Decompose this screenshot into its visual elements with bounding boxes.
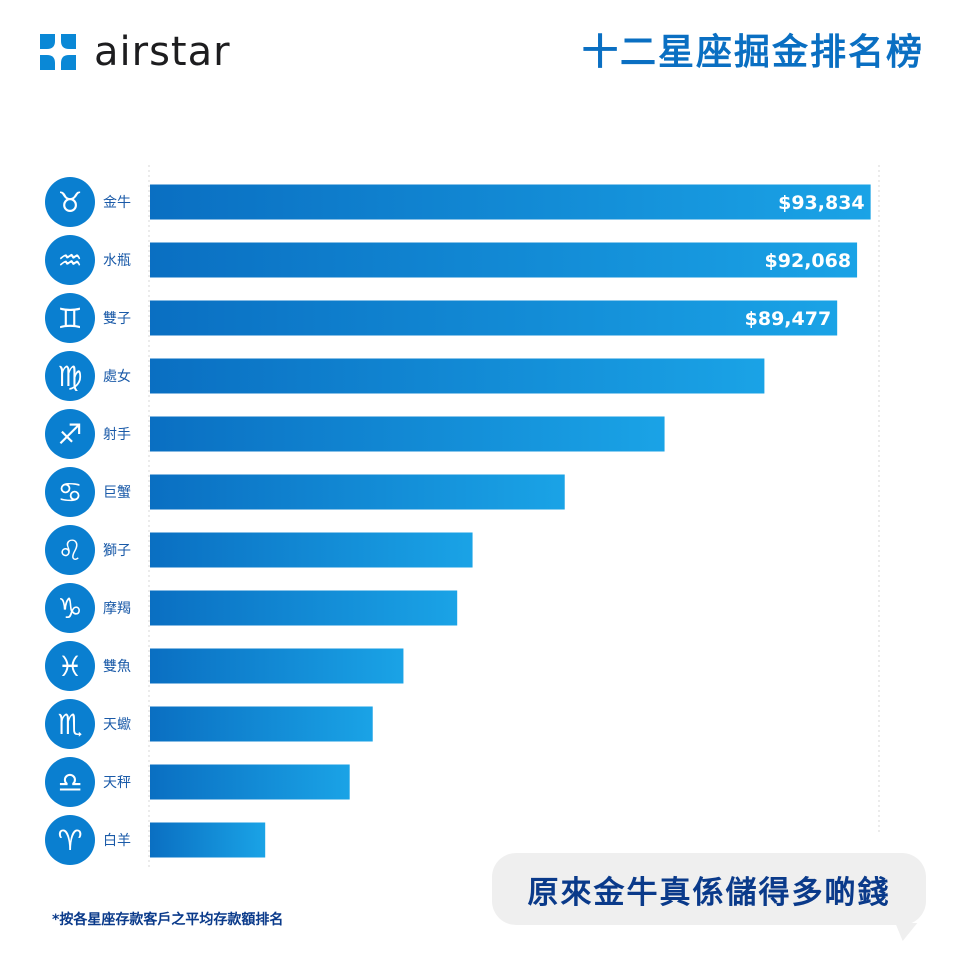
bar-row-2: ♒ 水瓶 $92,068 [45, 235, 858, 285]
bar-row-8: ♑ 摩羯 [45, 583, 458, 633]
bar-row-3: ♊ 雙子 $89,477 [45, 293, 838, 343]
bar [150, 416, 665, 452]
footnote: *按各星座存款客戶之平均存款額排名 [52, 912, 284, 928]
category-label: 金牛 [103, 195, 131, 211]
cancer-icon: ♋ [45, 467, 95, 517]
svg-text:♊: ♊ [57, 302, 82, 335]
callout-text: 原來金牛真係儲得多啲錢 [527, 874, 891, 911]
bar [150, 242, 858, 278]
svg-text:♈: ♈ [57, 824, 82, 857]
category-label: 天秤 [103, 775, 131, 791]
bar [150, 648, 404, 684]
virgo-icon: ♍ [45, 351, 95, 401]
category-label: 白羊 [103, 833, 131, 849]
page-title: 十二星座掘金排名榜 [581, 32, 924, 73]
svg-text:♏: ♏ [57, 708, 82, 741]
bar [150, 706, 373, 742]
svg-text:♍: ♍ [57, 360, 82, 393]
svg-text:♌: ♌ [57, 534, 82, 567]
data-label: $93,834 [778, 192, 865, 214]
data-label: $92,068 [765, 250, 852, 272]
bar-row-11: ♎ 天秤 [45, 757, 350, 807]
svg-text:♉: ♉ [57, 186, 82, 219]
brand-logo: airstar [38, 32, 231, 72]
bar [150, 300, 838, 336]
bar [150, 590, 458, 626]
category-label: 水瓶 [103, 253, 131, 269]
scorpio-icon: ♏ [45, 699, 95, 749]
category-label: 處女 [103, 368, 131, 385]
svg-text:♒: ♒ [57, 244, 82, 277]
data-label: $89,477 [745, 308, 832, 330]
category-label: 獅子 [103, 543, 131, 559]
taurus-icon: ♉ [45, 177, 95, 227]
bar [150, 764, 350, 800]
gemini-icon: ♊ [45, 293, 95, 343]
libra-icon: ♎ [45, 757, 95, 807]
bar-row-4: ♍ 處女 [45, 351, 765, 401]
category-label: 雙魚 [103, 659, 131, 675]
bar [150, 532, 473, 568]
capricorn-icon: ♑ [45, 583, 95, 633]
svg-text:♐: ♐ [57, 418, 82, 451]
category-label: 射手 [103, 427, 131, 443]
callout-bubble: 原來金牛真係儲得多啲錢 [492, 853, 926, 925]
sagittarius-icon: ♐ [45, 409, 95, 459]
bar-row-7: ♌ 獅子 [45, 525, 473, 575]
bar [150, 474, 565, 510]
svg-text:♓: ♓ [57, 650, 82, 683]
svg-text:♑: ♑ [57, 592, 82, 625]
category-label: 雙子 [103, 311, 131, 327]
bar-row-1: ♉ 金牛 $93,834 [45, 177, 871, 227]
category-label: 摩羯 [103, 600, 131, 617]
aquarius-icon: ♒ [45, 235, 95, 285]
bar [150, 822, 266, 858]
bar-row-9: ♓ 雙魚 [45, 641, 404, 691]
bar-row-6: ♋ 巨蟹 [45, 467, 565, 517]
bar-row-12: ♈ 白羊 [45, 815, 266, 865]
airstar-flower-icon [40, 34, 76, 70]
svg-text:♎: ♎ [57, 766, 82, 799]
bar [150, 184, 871, 220]
bar-row-10: ♏ 天蠍 [45, 699, 373, 749]
pisces-icon: ♓ [45, 641, 95, 691]
bar [150, 358, 765, 394]
leo-icon: ♌ [45, 525, 95, 575]
bar-row-5: ♐ 射手 [45, 409, 665, 459]
category-label: 天蠍 [103, 717, 131, 733]
aries-icon: ♈ [45, 815, 95, 865]
category-label: 巨蟹 [103, 485, 131, 501]
svg-text:♋: ♋ [57, 476, 82, 509]
brand-name: airstar [94, 29, 231, 75]
